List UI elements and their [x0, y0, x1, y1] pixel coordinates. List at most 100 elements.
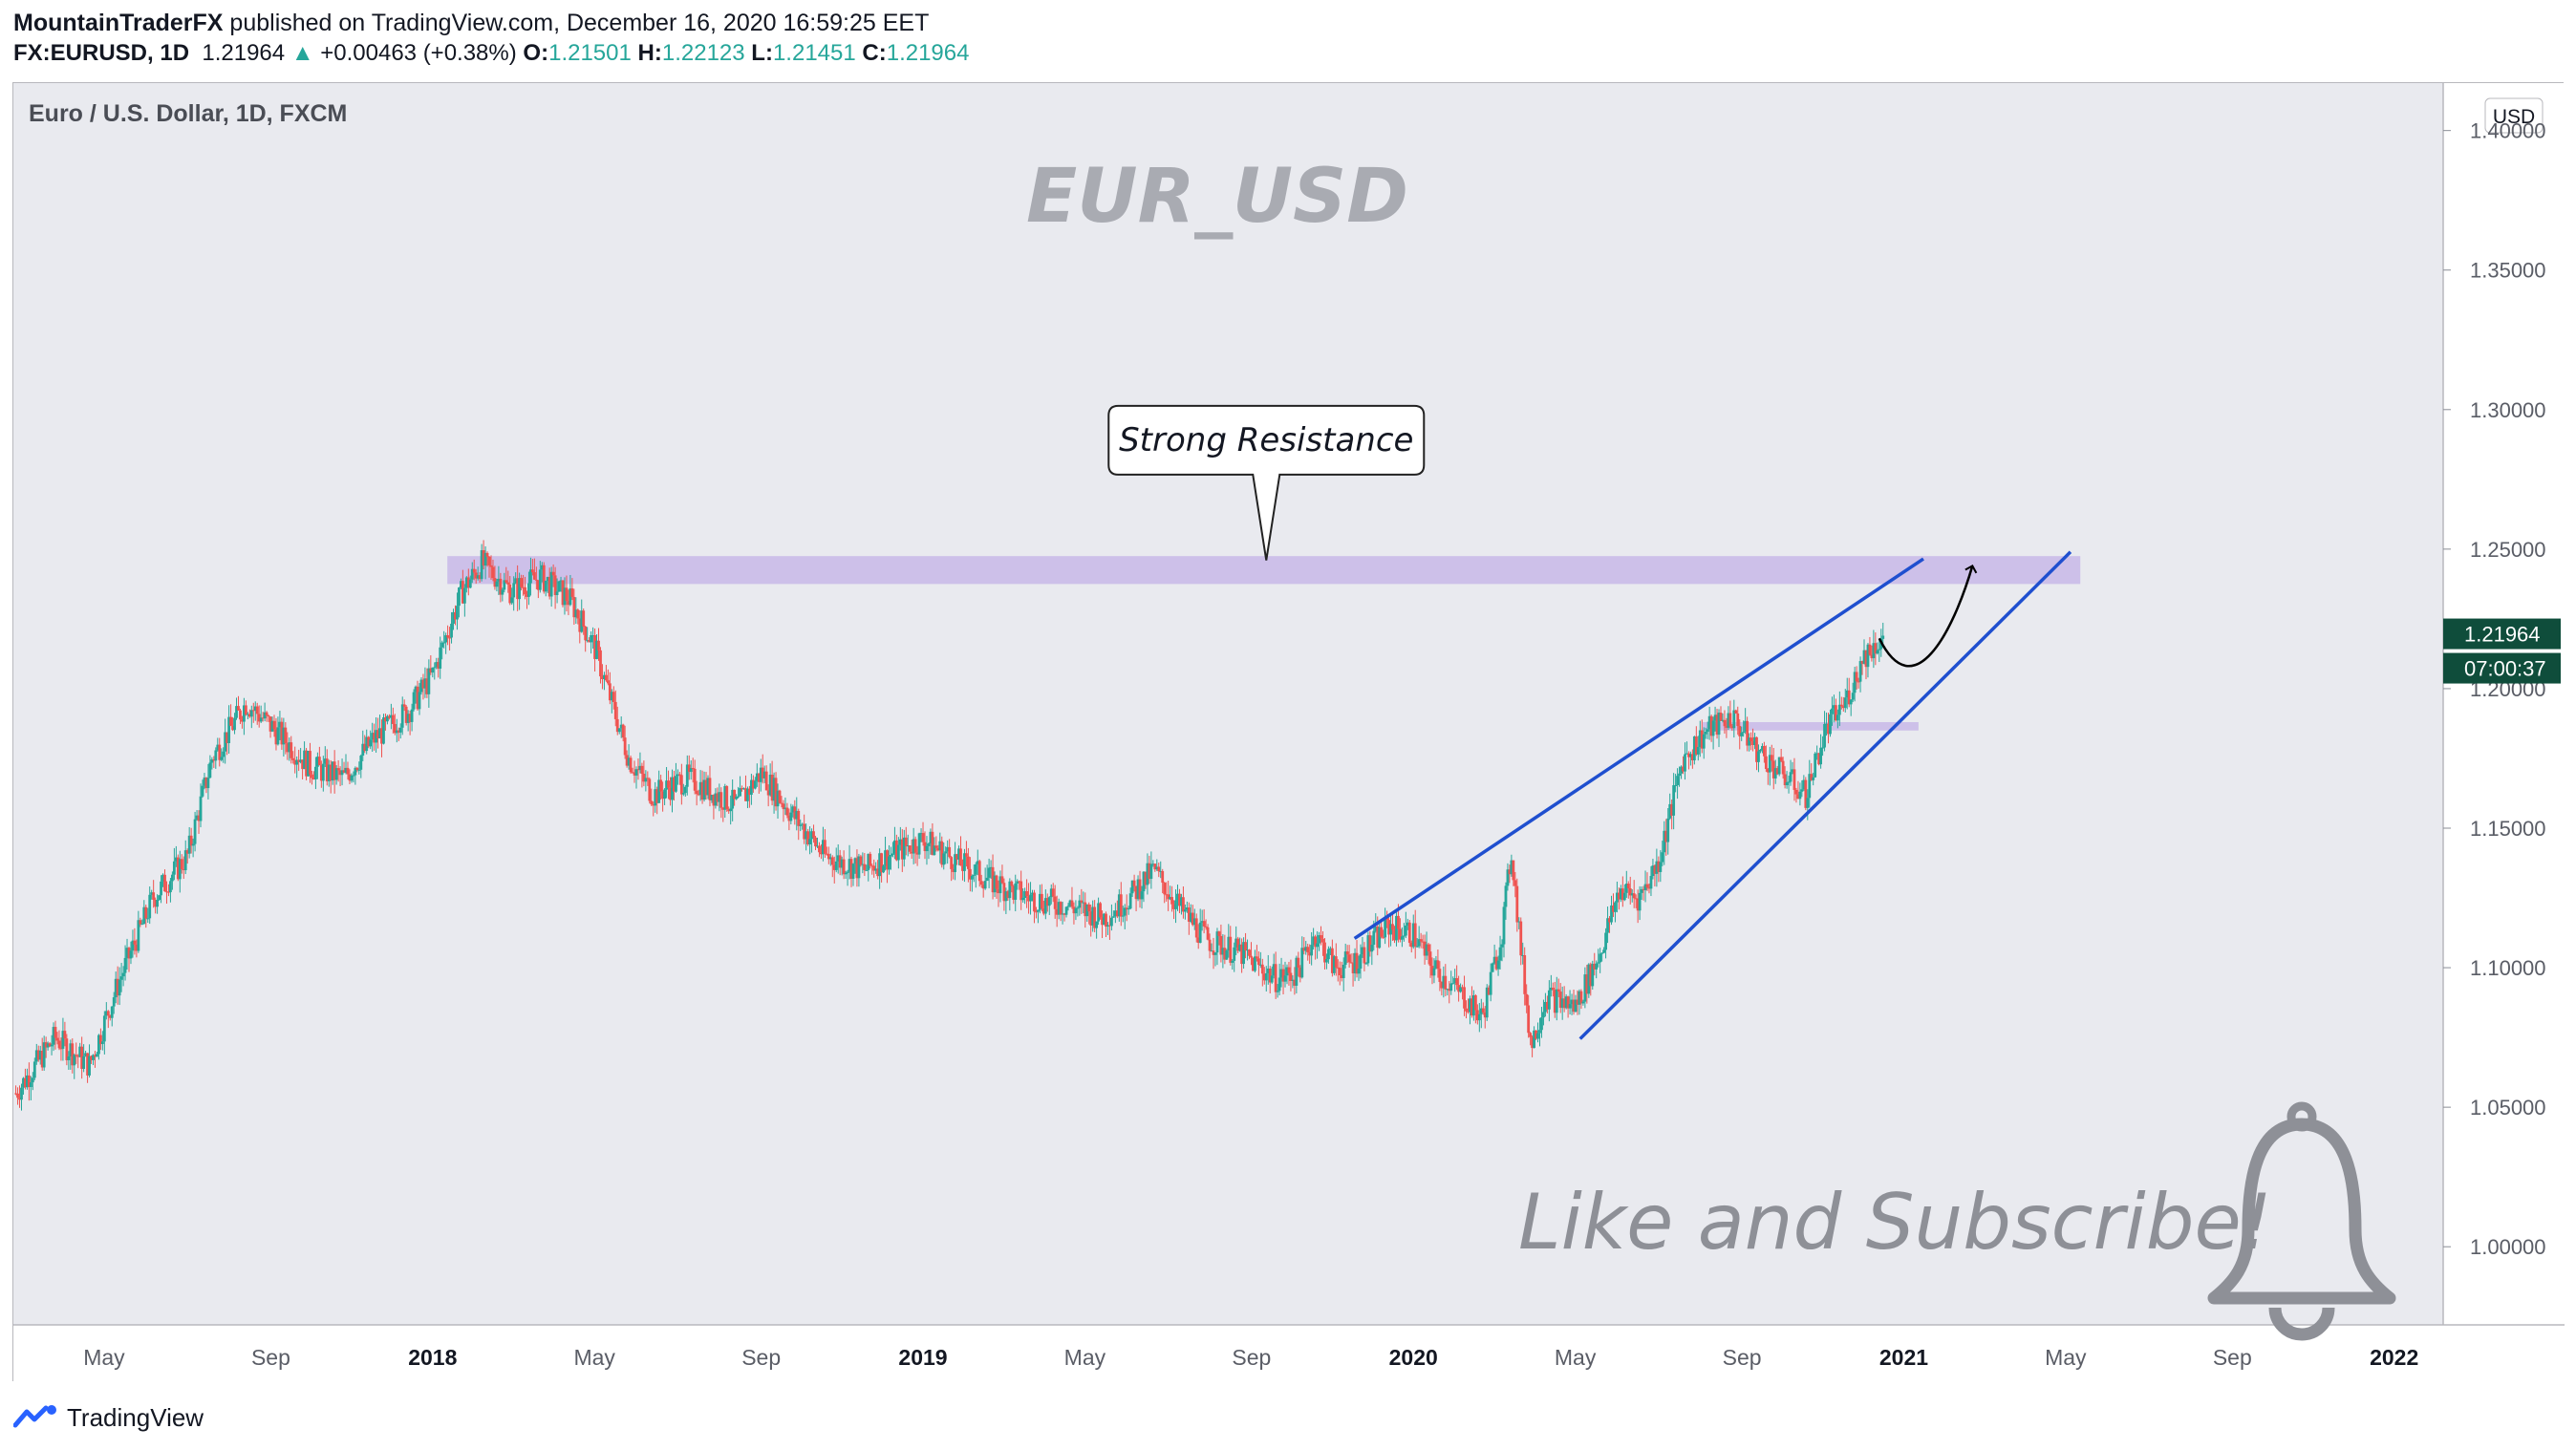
candle-body — [944, 851, 948, 854]
candle-body — [1093, 906, 1097, 928]
candle-body — [1868, 644, 1872, 655]
candle-body — [1438, 969, 1442, 983]
candle-body — [14, 1093, 17, 1095]
candle-body — [1553, 990, 1556, 1013]
price-chart[interactable]: Euro / U.S. Dollar, 1D, FXCMEUR_USDUSD1.… — [13, 83, 2565, 1382]
candle-body — [333, 761, 336, 780]
candle-body — [489, 565, 493, 567]
candle-body — [896, 844, 900, 861]
candle-body — [431, 667, 435, 673]
candle-body — [737, 796, 740, 798]
candle-body — [1670, 803, 1674, 816]
candle-body — [838, 855, 842, 868]
candle-body — [233, 717, 236, 731]
candle-body — [1246, 949, 1249, 951]
candle-body — [1558, 992, 1562, 1009]
candle-body — [1535, 1030, 1537, 1039]
candle-body — [791, 806, 795, 813]
candle-body — [1444, 975, 1448, 990]
candle-body — [1291, 979, 1295, 981]
candle-body — [608, 683, 612, 701]
candle-body — [853, 858, 857, 864]
candle-body — [1821, 747, 1824, 749]
candle-body — [894, 840, 898, 861]
candle-body — [671, 777, 674, 800]
candle-body — [1387, 920, 1390, 935]
chart-container[interactable]: Euro / U.S. Dollar, 1D, FXCM EUR_USD USD 1.… — [12, 82, 2565, 1382]
candle-body — [1792, 769, 1796, 790]
candle-body — [1423, 941, 1427, 956]
candle-body — [80, 1046, 84, 1069]
candle-body — [1119, 894, 1123, 917]
candle-body — [1755, 736, 1758, 762]
candle-body — [759, 767, 762, 782]
candle-body — [795, 810, 799, 820]
candle-body — [917, 833, 921, 855]
candle-body — [1555, 989, 1558, 1013]
candle-body — [1357, 969, 1361, 974]
candle-body — [655, 789, 659, 803]
candle-body — [1721, 719, 1725, 721]
time-tick-label: Sep — [2213, 1345, 2252, 1370]
candle-body — [150, 892, 154, 895]
candle-body — [1287, 967, 1291, 973]
candle-body — [1506, 869, 1510, 886]
candle-body — [1297, 957, 1300, 968]
candle-body — [865, 869, 869, 871]
candle-body — [716, 793, 719, 802]
candle-body — [104, 1011, 108, 1016]
candle-body — [1208, 939, 1212, 951]
candle-body — [725, 785, 729, 809]
candle-body — [1579, 991, 1583, 1004]
candle-body — [439, 647, 442, 669]
publisher-name[interactable]: MountainTraderFX — [13, 10, 224, 36]
candle-body — [1742, 731, 1746, 734]
candle-body — [691, 768, 695, 770]
candle-body — [1025, 890, 1028, 897]
candle-body — [1148, 863, 1151, 880]
candle-body — [1748, 737, 1750, 746]
candle-body — [570, 587, 574, 597]
candle-body — [483, 552, 487, 566]
candle-body — [1095, 921, 1099, 928]
candle-body — [520, 578, 523, 587]
tradingview-brand[interactable]: TradingView — [13, 1402, 204, 1433]
candle-body — [731, 789, 735, 809]
candle-body — [1240, 944, 1244, 965]
candle-body — [1602, 949, 1606, 953]
candle-body — [1759, 749, 1762, 752]
candle-body — [1791, 769, 1794, 773]
candle-body — [979, 881, 983, 885]
candle-body — [1364, 963, 1368, 965]
call-to-action-text: Like and Subscribe! — [1518, 1178, 2272, 1267]
candle-body — [1210, 950, 1213, 952]
candle-body — [582, 610, 586, 627]
candle-body — [613, 701, 617, 719]
candle-body — [67, 1056, 71, 1060]
candle-body — [710, 795, 714, 800]
candle-body — [22, 1077, 25, 1088]
candle-body — [400, 704, 404, 728]
time-tick-label: Sep — [251, 1345, 290, 1370]
candle-body — [663, 789, 666, 800]
price-change: +0.00463 (+0.38%) — [320, 40, 517, 66]
candle-body — [1436, 960, 1440, 970]
candle-body — [94, 1055, 97, 1057]
candle-body — [968, 868, 972, 880]
candle-body — [693, 768, 697, 791]
candle-body — [1491, 963, 1494, 972]
candle-body — [869, 853, 872, 866]
candle-body — [572, 596, 576, 618]
candle-body — [1310, 945, 1314, 956]
candle-body — [458, 587, 461, 607]
candle-body — [588, 640, 591, 643]
candle-body — [1233, 947, 1236, 961]
candle-body — [1115, 910, 1119, 917]
candle-body — [1862, 650, 1866, 664]
candle-body — [485, 552, 489, 557]
candle-body — [1304, 947, 1308, 951]
lower-trendline — [1578, 550, 2072, 1040]
candle-body — [290, 742, 293, 758]
candle-body — [270, 720, 274, 732]
candle-body — [855, 858, 859, 879]
